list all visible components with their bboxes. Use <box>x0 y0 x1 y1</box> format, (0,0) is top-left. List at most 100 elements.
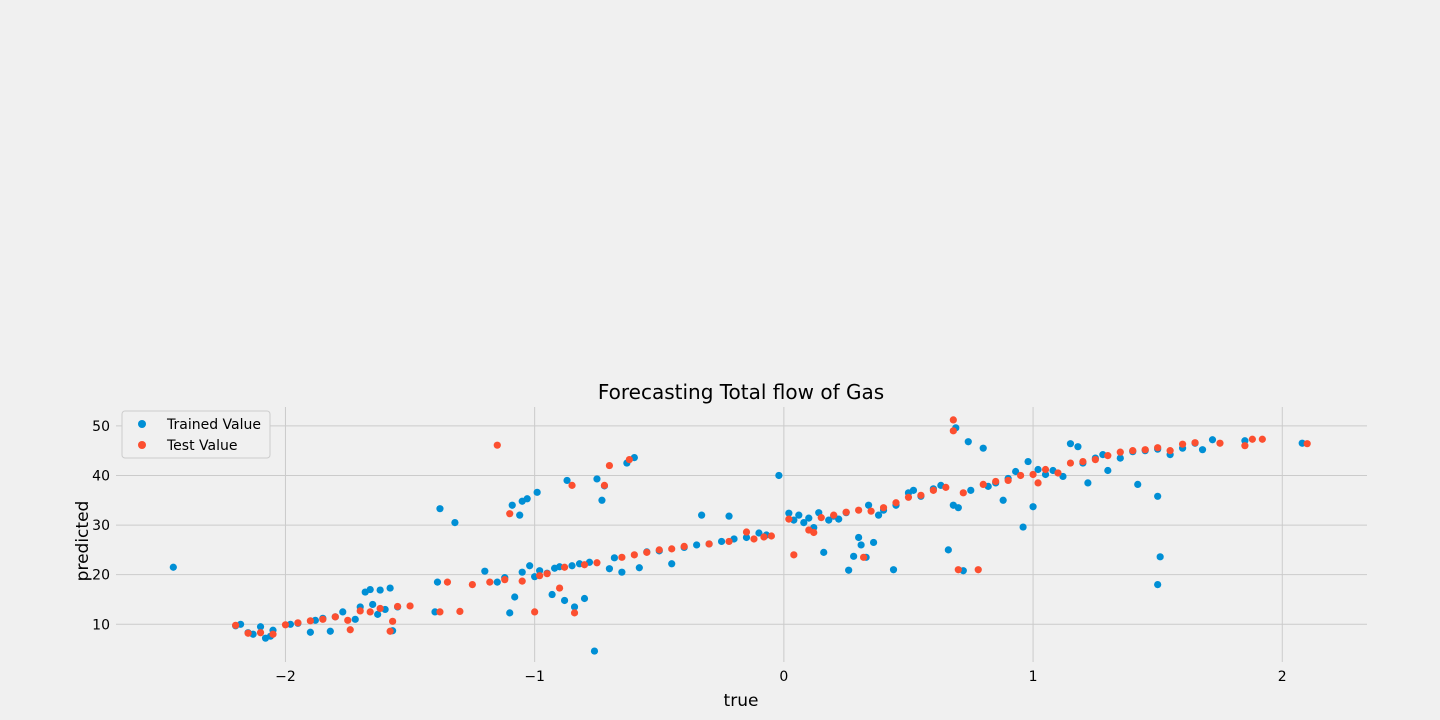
test-value-point <box>668 545 676 553</box>
trained-value-point <box>506 609 514 617</box>
trained-value-point <box>1029 503 1037 511</box>
test-value-point <box>655 546 663 554</box>
y-tick-label: 40 <box>92 468 110 484</box>
y-axis-label: predicted <box>73 501 93 582</box>
test-value-point <box>1216 439 1224 447</box>
trained-value-point <box>256 623 265 631</box>
test-value-point <box>810 528 818 537</box>
trained-value-point <box>511 593 519 601</box>
trained-value-point <box>775 471 783 480</box>
trained-value-point <box>605 565 614 573</box>
trained-value-point <box>508 501 516 509</box>
test-value-point <box>531 608 539 616</box>
test-value-point <box>1017 471 1025 480</box>
test-value-point <box>393 602 402 611</box>
trained-value-point <box>820 548 828 556</box>
test-value-point <box>860 553 868 561</box>
trained-value-point <box>1241 437 1249 445</box>
test-value-point <box>1079 457 1087 466</box>
test-value-point <box>1004 476 1012 485</box>
trained-value-point <box>374 610 382 618</box>
trained-value-point <box>369 600 377 609</box>
test-value-point <box>555 584 564 592</box>
trained-value-point <box>1066 440 1075 448</box>
trained-value-point <box>570 603 579 611</box>
test-value-point <box>705 540 713 548</box>
trained-value-point <box>693 541 701 549</box>
test-value-point <box>1258 435 1266 443</box>
test-value-point <box>281 621 290 629</box>
x-tick-label: 2 <box>1278 669 1287 685</box>
x-tick-label: 0 <box>779 669 788 685</box>
test-value-point <box>643 548 651 556</box>
y-tick-label: 30 <box>92 518 110 534</box>
test-value-point <box>1166 447 1174 455</box>
trained-value-point <box>563 476 571 485</box>
trained-value-point <box>1154 492 1162 500</box>
trained-value-point <box>306 628 314 636</box>
trained-value-point <box>825 516 833 524</box>
trained-value-point <box>1104 466 1112 475</box>
test-value-point <box>630 551 638 559</box>
test-value-point <box>618 553 626 561</box>
trained-value-point <box>326 627 334 635</box>
trained-value-point <box>493 578 501 586</box>
trained-value-point <box>518 568 526 576</box>
trained-value-point <box>1208 436 1217 444</box>
test-value-point <box>366 608 374 616</box>
trained-value-point <box>800 518 808 527</box>
test-value-point <box>605 461 614 470</box>
test-value-point <box>1241 442 1249 450</box>
trained-value-point <box>386 584 394 592</box>
trained-value-point <box>668 560 676 568</box>
trained-value-point <box>516 511 524 519</box>
test-value-point <box>949 427 957 435</box>
test-value-point <box>959 489 967 497</box>
test-value-point <box>560 563 569 571</box>
test-value-point <box>376 604 384 613</box>
test-value-point <box>486 578 494 586</box>
test-value-point <box>1178 440 1187 448</box>
trained-value-point <box>1074 443 1082 451</box>
trained-value-point <box>864 501 873 509</box>
test-value-point <box>346 626 354 634</box>
test-value-point <box>954 566 962 574</box>
test-value-point <box>817 514 825 522</box>
trained-value-point <box>580 594 589 603</box>
test-value-point <box>232 621 240 629</box>
legend-box <box>121 410 271 459</box>
x-tick-label: 1 <box>1029 669 1038 685</box>
test-value-point <box>680 542 688 551</box>
trained-value-point <box>598 496 606 504</box>
test-value-point <box>904 493 913 501</box>
trained-value-point <box>351 615 359 623</box>
trained-value-point <box>1041 470 1050 479</box>
x-axis-label: true <box>724 691 759 711</box>
y-tick-label: 10 <box>92 617 110 633</box>
test-value-point <box>518 577 526 585</box>
trained-value-point <box>874 511 883 519</box>
test-value-point <box>1029 470 1037 479</box>
trained-value-point <box>999 496 1007 504</box>
test-value-point <box>725 537 733 546</box>
test-value-point <box>600 481 609 489</box>
trained-value-point <box>845 566 853 574</box>
trained-value-point <box>1134 480 1142 488</box>
test-value-point <box>929 486 937 494</box>
trained-value-point <box>1012 467 1020 476</box>
trained-value-point <box>376 586 384 594</box>
trained-value-point <box>855 533 863 542</box>
test-value-point <box>506 510 514 518</box>
legend-label-test: Test Value <box>166 438 237 454</box>
trained-value-point <box>523 495 531 503</box>
trained-value-point <box>909 486 918 494</box>
trained-value-point <box>1024 457 1032 466</box>
test-value-point <box>593 559 601 567</box>
test-value-point <box>760 533 768 541</box>
trained-value-point <box>366 585 374 594</box>
test-value-point <box>892 499 900 507</box>
test-value-point <box>568 481 576 489</box>
trained-value-point <box>1034 465 1042 474</box>
trained-value-point <box>436 505 444 513</box>
